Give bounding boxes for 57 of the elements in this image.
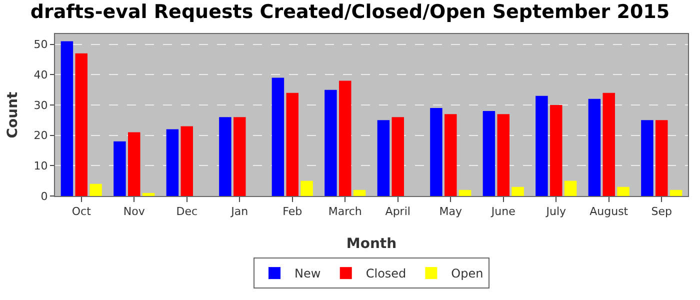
x-tick-label: June [490,205,516,218]
bar [430,108,442,196]
y-tick-label: 50 [34,38,48,52]
bar [656,120,668,196]
x-tick-label: July [545,205,567,218]
bar [564,180,577,196]
bar [142,192,155,196]
x-tick-label: Sep [651,205,672,218]
bar [90,184,102,196]
chart-title: drafts-eval Requests Created/Closed/Open September 2015 [30,0,670,23]
bar [300,180,313,196]
bar [286,92,298,196]
x-tick-label: Feb [282,205,302,218]
x-tick-label: Dec [176,205,198,218]
bar [128,132,140,196]
bar [588,98,601,196]
legend-label: Open [451,266,484,281]
bar [75,53,88,196]
bar [166,129,179,196]
bar [60,41,74,196]
bar [602,92,615,196]
bar [444,114,457,196]
bar [377,120,390,196]
y-tick-label: 30 [34,98,48,112]
legend-label: Closed [366,266,406,281]
bar [512,186,524,196]
bar [353,190,366,196]
bar [114,141,126,196]
bar [617,186,630,196]
bar [458,190,472,196]
bar [497,114,510,196]
bar [392,117,404,196]
y-tick-label: 10 [34,160,48,173]
bar [550,104,562,196]
legend-label: New [294,266,321,281]
x-tick-label: March [328,205,362,218]
x-axis-title: Month [346,236,397,252]
x-tick-label: Oct [72,205,92,218]
bar [536,96,548,196]
x-tick-label: May [439,205,462,218]
bar [641,120,654,196]
bar [482,111,496,196]
x-tick-label: April [385,205,410,218]
bar [339,80,352,196]
bar [670,190,682,196]
bar [272,78,284,196]
bar [219,117,232,196]
x-tick-label: August [590,205,629,218]
y-tick-label: 40 [34,68,48,82]
x-tick-label: Nov [123,205,146,218]
bar [324,90,337,196]
y-tick-label: 20 [34,129,48,142]
y-tick-label: 0 [40,190,48,203]
x-tick-label: Jan [230,205,248,218]
bar [234,117,246,196]
y-axis-title: Count [5,91,21,138]
bar [180,126,193,196]
